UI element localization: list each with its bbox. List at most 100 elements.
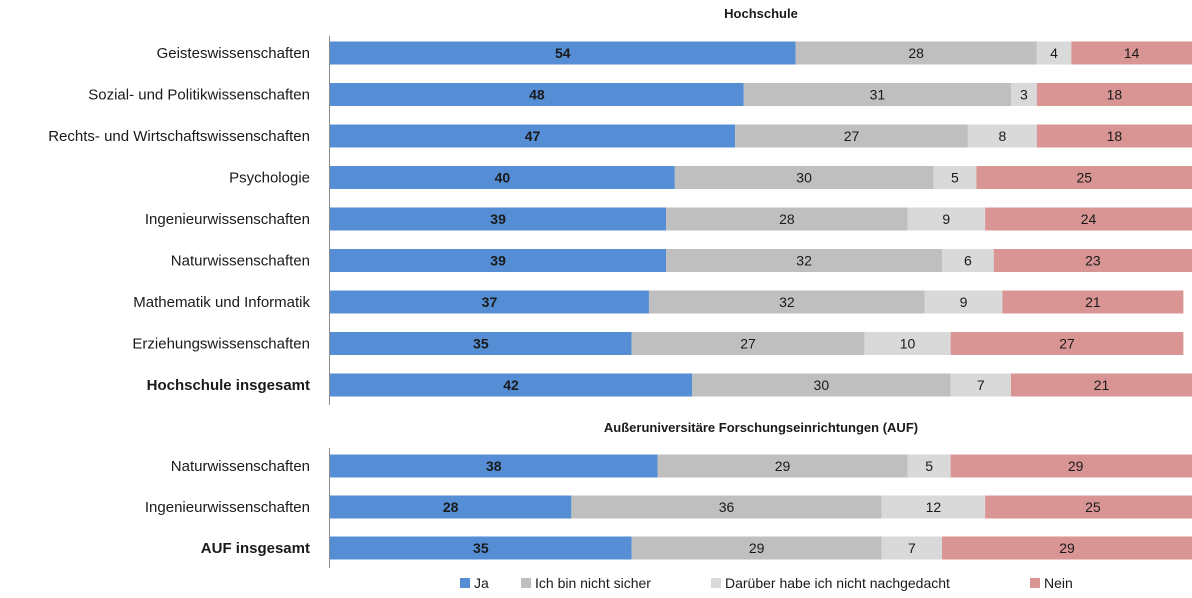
data-label-nicht-sicher-ingenieurwissenschaften: 28: [779, 211, 795, 227]
data-label-ja-naturwissenschaften: 38: [486, 458, 502, 474]
bar-nicht-nachgedacht-naturwissenschaften: [907, 454, 951, 478]
bar-nicht-nachgedacht-erziehungswissenschaften: [864, 332, 951, 355]
data-label-nein-geisteswissenschaften: 14: [1124, 45, 1140, 61]
data-label-nicht-nachgedacht-erziehungswissenschaften: 10: [900, 336, 916, 352]
data-label-nicht-sicher-rechts-und-wirtschaftswissenschaften: 27: [844, 128, 860, 144]
data-label-ja-geisteswissenschaften: 54: [555, 45, 571, 61]
data-label-nicht-sicher-mathematik-und-informatik: 32: [779, 294, 795, 310]
legend-label-nein: Nein: [1044, 575, 1073, 591]
data-label-nicht-nachgedacht-ingenieurwissenschaften: 12: [926, 499, 942, 515]
data-label-nicht-nachgedacht-naturwissenschaften: 5: [925, 458, 933, 474]
bar-nicht-nachgedacht-auf-insgesamt: [881, 536, 943, 560]
bar-nicht-sicher-rechts-und-wirtschaftswissenschaften: [735, 124, 968, 148]
legend-swatch-nein: [1030, 578, 1040, 588]
data-label-nicht-nachgedacht-rechts-und-wirtschaftswissenschaften: 8: [998, 128, 1006, 144]
category-label-naturwissenschaften: Naturwissenschaften: [171, 253, 310, 270]
bar-ja-erziehungswissenschaften: [330, 332, 632, 355]
data-label-nicht-nachgedacht-hochschule-insgesamt: 7: [977, 377, 985, 393]
bar-nicht-sicher-auf-insgesamt: [631, 536, 882, 560]
data-label-ja-ingenieurwissenschaften: 39: [490, 211, 506, 227]
bar-ja-naturwissenschaften: [330, 454, 658, 478]
data-label-ja-auf-insgesamt: 35: [473, 540, 489, 556]
bar-nein-mathematik-und-informatik: [1002, 290, 1184, 314]
bar-nicht-sicher-ingenieurwissenschaften: [666, 207, 908, 231]
data-label-nicht-nachgedacht-sozial-und-politikwissenschaften: 3: [1020, 87, 1028, 103]
bar-nein-ingenieurwissenschaften: [985, 207, 1192, 231]
bar-nicht-sicher-ingenieurwissenschaften: [571, 495, 882, 519]
data-label-nein-psychologie: 25: [1076, 170, 1092, 186]
bar-nicht-sicher-naturwissenschaften: [657, 454, 908, 478]
data-label-nein-auf-insgesamt: 29: [1059, 540, 1075, 556]
legend: Ja Ich bin nicht sicher Darüber habe ich n…: [460, 575, 1073, 591]
data-label-ja-erziehungswissenschaften: 35: [473, 336, 489, 352]
bar-ja-auf-insgesamt: [330, 536, 632, 560]
category-label-hochschule-insgesamt: Hochschule insgesamt: [147, 377, 310, 394]
bar-ja-naturwissenschaften: [330, 249, 667, 272]
data-label-nicht-nachgedacht-ingenieurwissenschaften: 9: [942, 211, 950, 227]
bar-nicht-sicher-psychologie: [674, 166, 934, 189]
legend-label-nicht-sicher: Ich bin nicht sicher: [535, 575, 651, 591]
data-label-nein-naturwissenschaften: 29: [1068, 458, 1084, 474]
data-label-nein-naturwissenschaften: 23: [1085, 253, 1101, 269]
bar-nicht-nachgedacht-ingenieurwissenschaften: [881, 495, 986, 519]
bar-nicht-nachgedacht-hochschule-insgesamt: [950, 373, 1011, 397]
data-label-ja-sozial-und-politikwissenschaften: 48: [529, 87, 545, 103]
bar-nein-hochschule-insgesamt: [1010, 373, 1192, 397]
bar-nicht-nachgedacht-ingenieurwissenschaften: [907, 207, 986, 231]
data-label-nein-rechts-und-wirtschaftswissenschaften: 18: [1107, 128, 1123, 144]
data-label-nein-mathematik-und-informatik: 21: [1085, 294, 1101, 310]
chart-panel-2: Außeruniversitäre Forschungseinrichtunge…: [145, 420, 1192, 568]
category-label-auf-insgesamt: AUF insgesamt: [201, 540, 310, 557]
bar-nicht-nachgedacht-rechts-und-wirtschaftswissenschaften: [967, 124, 1037, 148]
bar-nein-naturwissenschaften: [993, 249, 1192, 272]
data-label-ja-ingenieurwissenschaften: 28: [443, 499, 459, 515]
data-label-nein-sozial-und-politikwissenschaften: 18: [1107, 87, 1123, 103]
legend-label-ja: Ja: [474, 575, 489, 591]
bar-nicht-sicher-erziehungswissenschaften: [631, 332, 865, 355]
bar-nicht-nachgedacht-sozial-und-politikwissenschaften: [1010, 83, 1037, 106]
legend-swatch-nicht-sicher: [521, 578, 531, 588]
legend-swatch-ja: [460, 578, 470, 588]
category-label-erziehungswissenschaften: Erziehungswissenschaften: [132, 336, 310, 353]
category-label-mathematik-und-informatik: Mathematik und Informatik: [133, 294, 310, 311]
bar-nein-sozial-und-politikwissenschaften: [1036, 83, 1192, 106]
category-label-sozial-und-politikwissenschaften: Sozial- und Politikwissenschaften: [88, 87, 310, 104]
bar-ja-rechts-und-wirtschaftswissenschaften: [330, 124, 736, 148]
bar-nicht-nachgedacht-geisteswissenschaften: [1036, 41, 1072, 65]
bar-nein-naturwissenschaften: [950, 454, 1192, 478]
data-label-nicht-nachgedacht-psychologie: 5: [951, 170, 959, 186]
data-label-nicht-nachgedacht-mathematik-und-informatik: 9: [960, 294, 968, 310]
data-label-ja-psychologie: 40: [495, 170, 511, 186]
bar-nein-geisteswissenschaften: [1071, 41, 1192, 65]
bar-nein-erziehungswissenschaften: [950, 332, 1184, 355]
data-label-nein-hochschule-insgesamt: 21: [1094, 377, 1110, 393]
bar-nein-ingenieurwissenschaften: [985, 495, 1192, 519]
category-label-naturwissenschaften: Naturwissenschaften: [171, 458, 310, 475]
data-label-nicht-nachgedacht-auf-insgesamt: 7: [908, 540, 916, 556]
data-label-nein-ingenieurwissenschaften: 24: [1081, 211, 1097, 227]
data-label-nicht-sicher-hochschule-insgesamt: 30: [814, 377, 830, 393]
data-label-nicht-nachgedacht-naturwissenschaften: 6: [964, 253, 972, 269]
bar-nicht-sicher-sozial-und-politikwissenschaften: [743, 83, 1011, 106]
data-label-nicht-sicher-naturwissenschaften: 29: [775, 458, 791, 474]
data-label-ja-rechts-und-wirtschaftswissenschaften: 47: [525, 128, 541, 144]
bar-ja-ingenieurwissenschaften: [330, 495, 572, 519]
data-label-nein-ingenieurwissenschaften: 25: [1085, 499, 1101, 515]
bar-ja-mathematik-und-informatik: [330, 290, 649, 314]
bar-nicht-sicher-mathematik-und-informatik: [648, 290, 925, 314]
bar-ja-sozial-und-politikwissenschaften: [330, 83, 744, 106]
bar-nicht-sicher-naturwissenschaften: [666, 249, 943, 272]
data-label-nicht-nachgedacht-geisteswissenschaften: 4: [1050, 45, 1058, 61]
category-label-ingenieurwissenschaften: Ingenieurwissenschaften: [145, 499, 310, 516]
data-label-nein-erziehungswissenschaften: 27: [1059, 336, 1075, 352]
panel-title: Außeruniversitäre Forschungseinrichtunge…: [604, 420, 918, 435]
bar-ja-hochschule-insgesamt: [330, 373, 693, 397]
bar-nicht-nachgedacht-mathematik-und-informatik: [924, 290, 1003, 314]
bar-nein-rechts-und-wirtschaftswissenschaften: [1036, 124, 1192, 148]
bar-ja-geisteswissenschaften: [330, 41, 796, 65]
data-label-nicht-sicher-ingenieurwissenschaften: 36: [719, 499, 735, 515]
data-label-nicht-sicher-auf-insgesamt: 29: [749, 540, 765, 556]
category-label-ingenieurwissenschaften: Ingenieurwissenschaften: [145, 211, 310, 228]
